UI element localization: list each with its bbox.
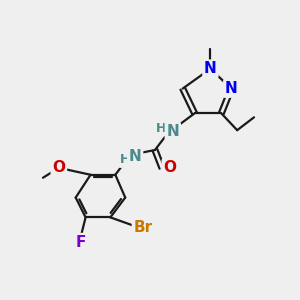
Text: N: N: [204, 61, 217, 76]
Text: N: N: [167, 124, 179, 139]
Text: N: N: [129, 149, 142, 164]
Text: N: N: [225, 81, 238, 96]
Text: O: O: [52, 160, 65, 175]
Text: H: H: [120, 153, 130, 167]
Text: Br: Br: [134, 220, 153, 235]
Text: H: H: [156, 122, 166, 135]
Text: F: F: [76, 235, 86, 250]
Text: O: O: [163, 160, 176, 175]
